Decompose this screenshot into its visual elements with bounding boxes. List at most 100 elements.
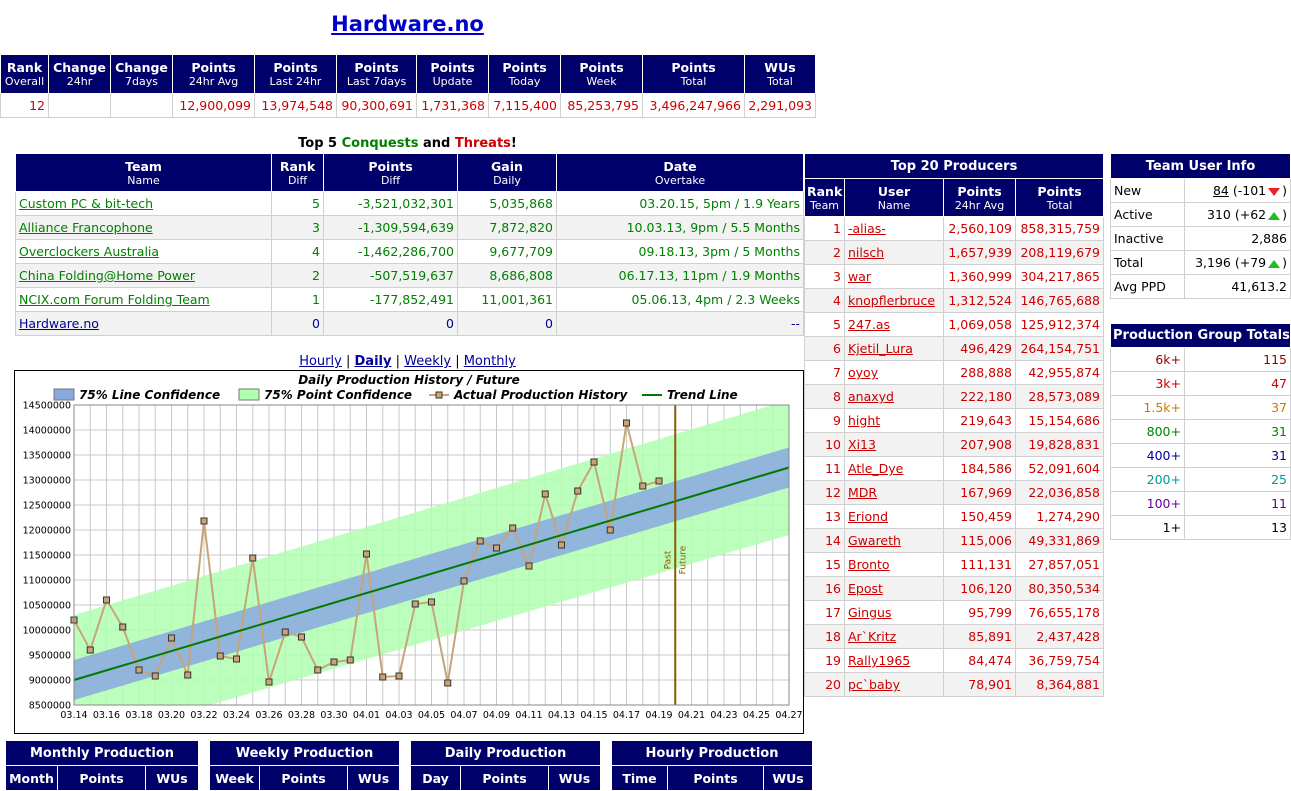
table-cell[interactable]: hight [844,408,944,433]
value[interactable]: 84 [1212,183,1229,198]
table-cell: 84,474 [943,648,1016,673]
change: (+62 [1234,207,1267,222]
table-cell: 2,437,428 [1015,624,1104,649]
column-header: WUs [548,765,601,791]
table-cell: 6k+ [1110,347,1185,372]
table-cell: 288,888 [943,360,1016,385]
table-cell[interactable]: China Folding@Home Power [15,263,272,288]
row-label: New [1110,178,1185,203]
table-row: 7 oyoy 288,888 42,955,874 [804,360,1104,385]
table-cell[interactable]: oyoy [844,360,944,385]
table-row: 4 knopflerbruce 1,312,524 146,765,688 [804,288,1104,313]
table-cell[interactable]: Atle_Dye [844,456,944,481]
table-cell: 85,891 [943,624,1016,649]
table-cell[interactable]: war [844,264,944,289]
table-row: New 84 (-101) [1110,178,1291,203]
row-label: Inactive [1110,226,1185,251]
table-cell: 167,969 [943,480,1016,505]
table-cell: 10.03.13, 9pm / 5.5 Months [556,215,804,240]
table-cell[interactable]: Alliance Francophone [15,215,272,240]
header-main: Points [579,60,624,75]
x-tick-label: 04.17 [613,710,640,721]
heading-part: Conquests [341,136,419,151]
nav-link[interactable]: Hourly [299,354,342,369]
table-cell: 3 [271,215,324,240]
header-row: Rank Team User Name Points 24hr Avg Points Tota… [804,178,1104,217]
nav-link[interactable]: Weekly [404,354,452,369]
point-marker [395,672,403,680]
header-sub: Total [1046,198,1073,212]
column-header: Points Week [560,54,643,94]
point-marker [119,623,127,631]
table-cell[interactable]: Custom PC & bit-tech [15,191,272,216]
table-cell[interactable]: Xi13 [844,432,944,457]
table-title: Top 20 Producers [804,153,1104,179]
table-cell[interactable]: anaxyd [844,384,944,409]
row-value: 84 (-101) [1184,178,1291,203]
table-cell[interactable]: NCIX.com Forum Folding Team [15,287,272,312]
table-cell[interactable]: Ar`Kritz [844,624,944,649]
column-header: Rank Team [804,178,845,217]
table-cell[interactable]: Hardware.no [15,311,272,336]
table-cell: 5 [271,191,324,216]
x-tick-label: 04.27 [775,710,802,721]
table-cell: 400+ [1110,443,1185,468]
point-marker [574,487,582,495]
header-main: Change [115,60,168,75]
table-cell[interactable]: Bronto [844,552,944,577]
weekly-table: Weekly Production Week Points WUs [208,740,401,791]
table-title: Daily Production [410,740,601,766]
close: ) [1282,255,1287,270]
x-tick-label: 04.03 [385,710,412,721]
table-cell: 19,828,831 [1015,432,1104,457]
table-cell[interactable]: Gingus [844,600,944,625]
table-cell[interactable]: Eriond [844,504,944,529]
y-tick-label: 11500000 [23,551,71,562]
header-sub: Overtake [654,173,706,187]
table-cell[interactable]: Kjetil_Lura [844,336,944,361]
table-row: 18 Ar`Kritz 85,891 2,437,428 [804,624,1104,649]
column-header: Change 24hr [48,54,111,94]
legend-label: 75% Point Confidence [264,388,412,402]
table-cell[interactable]: Gwareth [844,528,944,553]
table-title: Weekly Production [208,740,401,766]
column-header: Points Today [488,54,561,94]
table-cell[interactable]: Overclockers Australia [15,239,272,264]
past-label: Past [663,550,673,569]
table-cell[interactable]: 247.as [844,312,944,337]
table-cell[interactable]: Rally1965 [844,648,944,673]
nav-link[interactable]: Daily [354,354,392,369]
table-cell[interactable]: -alias- [844,216,944,241]
table-cell[interactable]: MDR [844,480,944,505]
table-row: 3k+ 47 [1110,371,1291,396]
table-cell: 90,300,691 [336,93,417,118]
table-cell: 1 [804,216,845,241]
chart-nav: Hourly | Daily | Weekly | Monthly [0,354,815,369]
table-cell[interactable]: Epost [844,576,944,601]
table-cell: 106,120 [943,576,1016,601]
table-cell: 19 [804,648,845,673]
trend-arrow [1268,188,1281,196]
table-row: 800+ 31 [1110,419,1291,444]
table-cell: 3 [804,264,845,289]
table-cell: -- [556,311,804,336]
table-cell: 31 [1184,419,1291,444]
table-cell[interactable]: nilsch [844,240,944,265]
table-cell: 13,974,548 [254,93,337,118]
close: ) [1282,183,1287,198]
y-tick-label: 14000000 [23,426,71,437]
header-row: Week Points WUs [209,765,401,791]
header-main: WUs [764,60,796,75]
table-row: 13 Eriond 150,459 1,274,290 [804,504,1104,529]
table-cell[interactable]: pc`baby [844,672,944,697]
value: 2,886 [1251,231,1287,246]
nav-link[interactable]: Monthly [463,354,516,369]
y-tick-label: 12500000 [23,501,71,512]
column-header: Points [57,765,146,791]
table-cell: 11,001,361 [457,287,557,312]
table-row: 11 Atle_Dye 184,586 52,091,604 [804,456,1104,481]
site-title[interactable]: Hardware.no [331,12,484,36]
table-row: 3 war 1,360,999 304,217,865 [804,264,1104,289]
table-cell[interactable]: knopflerbruce [844,288,944,313]
table-row: 5 247.as 1,069,058 125,912,374 [804,312,1104,337]
